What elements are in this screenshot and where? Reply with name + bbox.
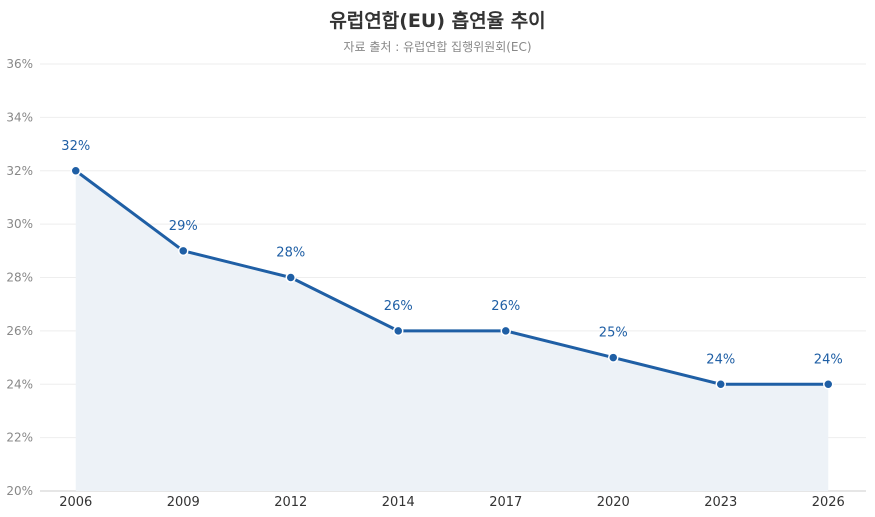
data-point — [500, 325, 511, 337]
y-tick-label: 28% — [6, 271, 33, 285]
data-label: 26% — [491, 299, 520, 314]
x-tick-label: 2026 — [812, 495, 845, 510]
data-label: 26% — [384, 299, 413, 314]
data-label: 32% — [61, 139, 90, 154]
x-tick-label: 2023 — [704, 495, 737, 510]
x-tick-label: 2020 — [597, 495, 630, 510]
data-point — [823, 379, 834, 390]
y-tick-label: 34% — [6, 110, 33, 124]
data-point — [178, 245, 189, 257]
x-tick-label: 2009 — [167, 495, 200, 510]
data-point — [285, 272, 296, 283]
y-tick-label: 26% — [6, 324, 33, 338]
y-tick-label: 32% — [6, 164, 33, 178]
data-label: 24% — [706, 352, 735, 367]
y-tick-label: 24% — [6, 377, 33, 391]
y-tick-label: 36% — [6, 57, 33, 71]
data-point — [715, 379, 726, 390]
y-tick-label: 30% — [6, 217, 33, 231]
data-point — [393, 325, 404, 337]
x-tick-label: 2014 — [382, 495, 415, 510]
data-label: 24% — [814, 352, 843, 367]
data-label: 29% — [169, 219, 198, 234]
data-point — [608, 352, 619, 363]
data-label: 25% — [599, 326, 628, 341]
x-tick-label: 2017 — [489, 495, 522, 510]
chart-subtitle: 자료 출처 : 유럽연합 집행위원회(EC) — [343, 40, 532, 54]
y-tick-label: 20% — [6, 484, 33, 498]
y-tick-label: 22% — [6, 431, 33, 445]
data-point — [70, 165, 81, 176]
series-line — [74, 169, 830, 386]
x-tick-label: 2012 — [274, 495, 307, 510]
data-label: 28% — [276, 246, 305, 261]
x-tick-label: 2006 — [59, 495, 92, 510]
chart-title: 유럽연합(EU) 흡연율 추이 — [329, 10, 546, 32]
